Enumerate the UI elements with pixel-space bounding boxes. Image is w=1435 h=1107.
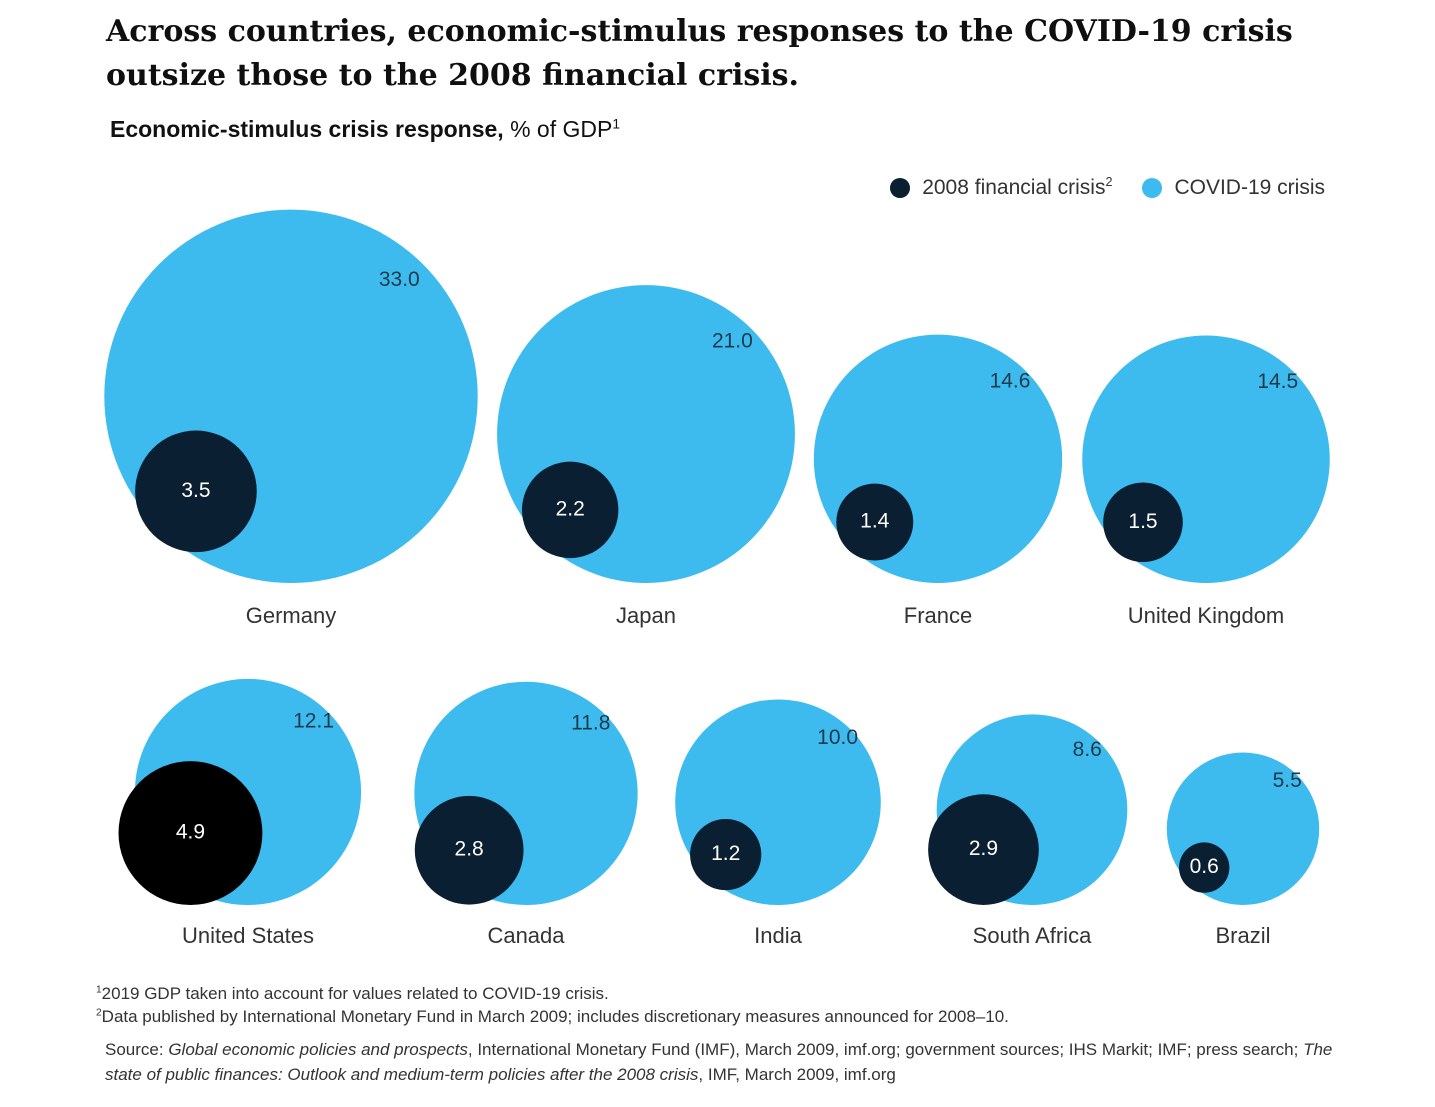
source-middle: , International Monetary Fund (IMF), Mar… [467,1040,1304,1059]
covid-value-united-states: 12.1 [293,709,334,732]
crisis-2008-value-japan: 2.2 [556,497,585,520]
crisis-2008-value-united-states: 4.9 [176,821,205,844]
subtitle-bold: Economic-stimulus crisis response, [110,116,504,142]
legend-footnote-mark: 2 [1105,175,1113,189]
country-label-south-africa: South Africa [973,923,1092,948]
legend: 2008 financial crisis2 COVID-19 crisis [890,176,1325,200]
subtitle-footnote-mark: 1 [612,116,621,132]
crisis-2008-bubble-india [690,818,762,891]
crisis-2008-bubble-france [836,483,914,561]
footnote-2-text: Data published by International Monetary… [101,1007,1009,1026]
crisis-2008-bubble-south-africa [928,794,1039,905]
country-label-france: France [904,603,972,628]
covid-value-canada: 11.8 [571,712,610,735]
bubble-group-india: 10.0 1.2 India [675,699,881,948]
source-note: Source: Global economic policies and pro… [105,1037,1336,1087]
covid-value-south-africa: 8.6 [1073,738,1102,761]
country-label-germany: Germany [246,603,336,628]
covid-value-india: 10.0 [817,726,858,749]
source-title-2: The state of public finances: Outlook an… [105,1040,1333,1084]
crisis-2008-value-germany: 3.5 [181,479,210,502]
legend-item-2008: 2008 financial crisis2 [890,176,1112,200]
country-label-japan: Japan [616,603,676,628]
crisis-2008-bubble-japan [521,461,619,559]
country-label-united-kingdom: United Kingdom [1128,603,1285,628]
crisis-2008-value-france: 1.4 [860,510,890,533]
source-title-1: Global economic policies and prospects [168,1040,468,1059]
crisis-2008-bubble-germany [135,430,257,553]
country-label-brazil: Brazil [1215,923,1270,948]
covid-value-united-kingdom: 14.5 [1257,370,1298,393]
legend-dot-2008 [890,178,911,198]
country-label-united-states: United States [182,923,314,948]
legend-text-2008: 2008 financial crisis [922,176,1106,199]
legend-label-covid: COVID-19 crisis [1174,176,1325,199]
bubble-group-canada: 11.8 2.8 Canada [414,681,638,948]
bubble-group-japan: 21.0 2.2 Japan [497,285,795,628]
footnote-1: 12019 GDP taken into account for values … [96,982,1336,1005]
footnote-2-mark: 2 [96,1007,102,1019]
footnote-2: 2Data published by International Monetar… [96,1005,1336,1028]
source-prefix: Source: [105,1040,169,1059]
bubble-group-united-states: 12.1 4.9 United States [118,678,362,948]
subtitle-unit: % of GDP [503,116,613,142]
chart-title: Across countries, economic-stimulus resp… [106,14,1293,93]
legend-dot-covid [1142,178,1163,198]
crisis-2008-value-south-africa: 2.9 [969,837,998,860]
legend-label-2008: 2008 financial crisis2 [922,176,1112,200]
crisis-2008-value-canada: 2.8 [455,838,484,861]
chart-subtitle: Economic-stimulus crisis response, % of … [110,116,620,143]
covid-value-brazil: 5.5 [1273,769,1302,792]
source-suffix: , IMF, March 2009, imf.org [698,1065,896,1084]
bubble-group-united-kingdom: 14.5 1.5 United Kingdom [1082,335,1330,628]
crisis-2008-value-india: 1.2 [711,842,740,865]
crisis-2008-bubble-canada [414,795,524,905]
covid-value-france: 14.6 [990,369,1031,392]
bubble-group-south-africa: 8.6 2.9 South Africa [928,714,1128,948]
covid-value-japan: 21.0 [712,329,753,352]
covid-value-germany: 33.0 [379,268,420,291]
crisis-2008-bubble-united-states [118,761,263,905]
crisis-2008-bubble-united-kingdom [1103,482,1183,563]
bubble-group-germany: 33.0 3.5 Germany [104,209,478,628]
crisis-2008-value-united-kingdom: 1.5 [1128,510,1157,533]
bubble-group-france: 14.6 1.4 France [813,334,1063,628]
crisis-2008-value-brazil: 0.6 [1190,855,1219,878]
footnote-1-mark: 1 [96,984,102,996]
bubble-group-brazil: 5.5 0.6 Brazil [1166,752,1320,948]
country-label-canada: Canada [487,923,565,948]
crisis-2008-bubble-brazil [1179,842,1230,893]
footnote-1-text: 2019 GDP taken into account for values r… [101,984,609,1003]
country-label-india: India [754,923,802,948]
legend-item-covid: COVID-19 crisis [1142,176,1325,200]
footnotes: 12019 GDP taken into account for values … [96,982,1336,1087]
